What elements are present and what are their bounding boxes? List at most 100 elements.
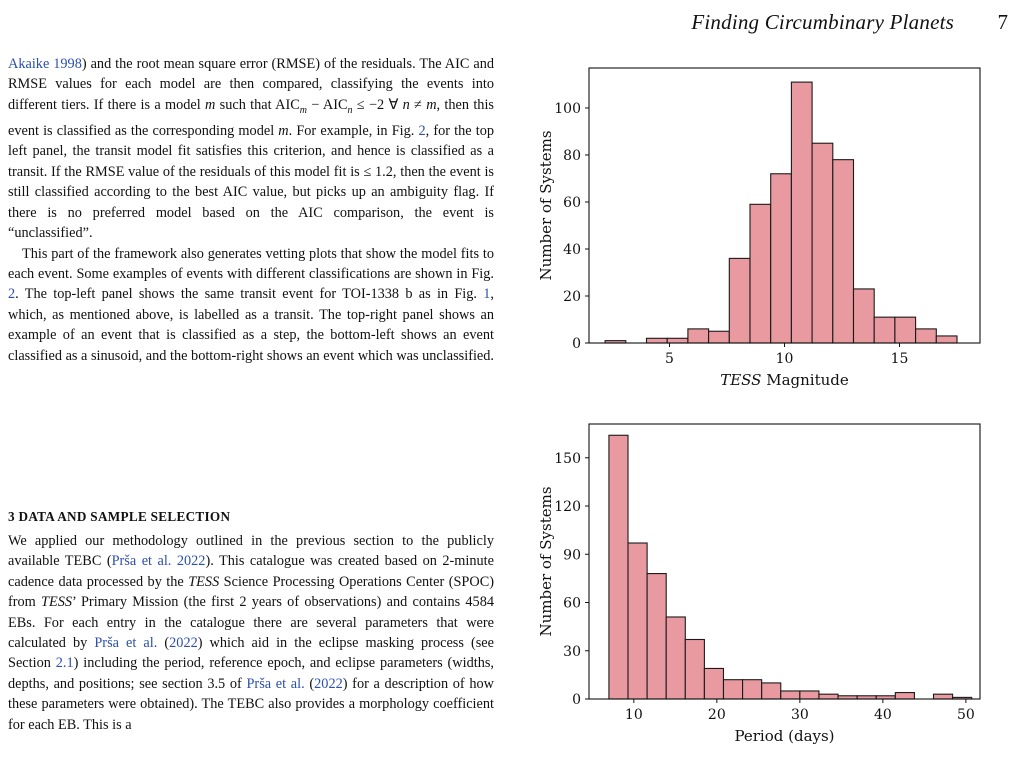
text-run: We applied our methodology outlined in t… bbox=[8, 533, 494, 570]
y-tick-label: 40 bbox=[563, 242, 581, 258]
histogram-bar bbox=[818, 693, 839, 700]
text-run: TESS bbox=[188, 573, 220, 590]
text-run: ) and the root mean square error (RMSE) … bbox=[8, 56, 494, 113]
histogram-bar bbox=[703, 667, 725, 700]
histogram-bar bbox=[728, 257, 751, 344]
x-tick-label: 50 bbox=[957, 707, 975, 723]
histogram-bar bbox=[832, 159, 855, 344]
citation-link[interactable]: Prša et al. bbox=[246, 675, 305, 692]
histogram-bar bbox=[627, 542, 648, 700]
text-run: , which, as mentioned above, is labelled… bbox=[8, 286, 494, 364]
y-tick-label: 30 bbox=[563, 644, 581, 660]
text-run: ( bbox=[157, 635, 170, 652]
y-tick-label: 150 bbox=[554, 451, 581, 467]
histogram-bar bbox=[646, 573, 667, 700]
text-run: ≤ −2 ∀ bbox=[352, 96, 403, 113]
text-run: m bbox=[205, 96, 216, 113]
text-run: m bbox=[426, 96, 437, 113]
text-run: ). This catalogue was created based on 2… bbox=[8, 553, 495, 590]
citation-link[interactable]: 2022 bbox=[169, 635, 198, 652]
histogram-tess-magnitude: 5 10 15 0 20 40 60 80 100 TESS Magnitude Number of… bbox=[538, 67, 981, 389]
histogram-bar bbox=[894, 316, 917, 344]
text-run: TESS bbox=[41, 594, 73, 611]
histogram-bar bbox=[761, 682, 782, 700]
histogram-bar bbox=[852, 288, 875, 344]
histogram-bar bbox=[684, 638, 705, 700]
histogram-bar bbox=[749, 203, 772, 344]
y-tick-label: 60 bbox=[563, 596, 581, 612]
citation-link[interactable]: 2022 bbox=[314, 675, 343, 692]
text-run: n bbox=[402, 96, 410, 113]
page-number: 7 bbox=[997, 10, 1009, 34]
text-run: − AIC bbox=[306, 96, 348, 113]
histogram-bar bbox=[915, 328, 937, 344]
histogram-bar bbox=[932, 693, 954, 700]
citation-link[interactable]: Akaike 1998 bbox=[8, 56, 82, 72]
histogram-period: 10 20 30 40 50 0 30 60 90 120 150 Period (days) Numb… bbox=[538, 423, 981, 745]
text-column-top: Akaike 1998) and the root mean square er… bbox=[8, 54, 494, 366]
text-run: n bbox=[347, 104, 353, 116]
text-run: . The top-left panel shows the same tran… bbox=[15, 286, 484, 303]
paragraph-data-selection: We applied our methodology outlined in t… bbox=[8, 531, 494, 735]
text-run: ’ Primary Mission (the first 2 years of … bbox=[8, 594, 494, 652]
y-tick-label: 120 bbox=[554, 499, 581, 515]
histogram-bar bbox=[894, 692, 915, 700]
citation-link[interactable]: Prša et al. bbox=[94, 635, 158, 652]
plot-frame bbox=[588, 423, 981, 700]
text-run: ) including the period, reference epoch,… bbox=[8, 655, 494, 692]
x-tick-label: 20 bbox=[708, 707, 726, 723]
y-tick-label: 20 bbox=[563, 289, 581, 305]
text-run: ≠ bbox=[409, 96, 427, 113]
y-tick-label: 60 bbox=[563, 195, 581, 211]
text-run: m bbox=[299, 104, 307, 116]
x-tick-label: 30 bbox=[791, 707, 809, 723]
x-axis-label: Period (days) bbox=[734, 727, 834, 745]
histogram-bar bbox=[811, 142, 834, 344]
x-tick-label: 15 bbox=[891, 351, 909, 367]
histogram-bar bbox=[742, 679, 763, 700]
paragraph-vetting-plots: This part of the framework also generate… bbox=[8, 244, 494, 366]
y-tick-label: 100 bbox=[554, 101, 581, 117]
y-tick-label: 0 bbox=[572, 692, 581, 708]
text-run: , for the top left panel, the transit mo… bbox=[8, 123, 495, 242]
histogram-bar bbox=[799, 690, 820, 700]
histogram-bar bbox=[645, 337, 668, 344]
histogram-bar bbox=[687, 328, 710, 344]
x-tick-label: 10 bbox=[776, 351, 794, 367]
x-tick-label: 10 bbox=[625, 707, 643, 723]
citation-link[interactable]: 2.1 bbox=[55, 655, 74, 672]
y-tick-label: 80 bbox=[563, 148, 581, 164]
citation-link[interactable]: 2 bbox=[418, 123, 426, 140]
histogram-bar bbox=[790, 81, 813, 344]
text-run: . For example, in Fig. bbox=[288, 123, 419, 140]
histogram-bar bbox=[722, 679, 744, 700]
histogram-bar bbox=[770, 173, 792, 344]
text-run: m bbox=[278, 123, 289, 140]
page-header: Finding Circumbinary Planets 7 bbox=[0, 8, 1024, 36]
histogram-bar bbox=[935, 335, 958, 344]
citation-link[interactable]: Prša et al. 2022 bbox=[111, 553, 206, 570]
section-heading: 3 DATA AND SAMPLE SELECTION bbox=[8, 509, 231, 524]
y-tick-label: 0 bbox=[572, 336, 581, 352]
text-run: Science Processing Operations Center (SP… bbox=[8, 573, 494, 611]
citation-link[interactable]: 2 bbox=[8, 286, 16, 303]
text-run: ) for a description of how these paramet… bbox=[8, 675, 494, 733]
x-tick-label: 5 bbox=[665, 351, 674, 367]
histogram-bar bbox=[780, 690, 801, 700]
x-axis-label: TESS Magnitude bbox=[720, 371, 849, 389]
y-axis-label: Number of Systems bbox=[538, 130, 555, 280]
y-tick-label: 90 bbox=[563, 547, 581, 563]
text-run: ( bbox=[304, 675, 315, 692]
text-run: This part of the framework also generate… bbox=[8, 245, 494, 282]
histogram-bar bbox=[873, 316, 896, 344]
x-tick-label: 40 bbox=[874, 707, 892, 723]
citation-link[interactable]: 1 bbox=[483, 286, 491, 303]
histogram-bar bbox=[665, 616, 686, 700]
text-run: , then this event is classified as the c… bbox=[8, 96, 494, 140]
text-run: such that AIC bbox=[215, 96, 300, 113]
y-axis-label: Number of Systems bbox=[538, 486, 555, 636]
text-column-bottom: We applied our methodology outlined in t… bbox=[8, 531, 494, 735]
histogram-bar bbox=[708, 330, 730, 344]
paragraph-model-comparison: Akaike 1998) and the root mean square er… bbox=[8, 54, 494, 244]
running-title: Finding Circumbinary Planets bbox=[691, 10, 954, 34]
